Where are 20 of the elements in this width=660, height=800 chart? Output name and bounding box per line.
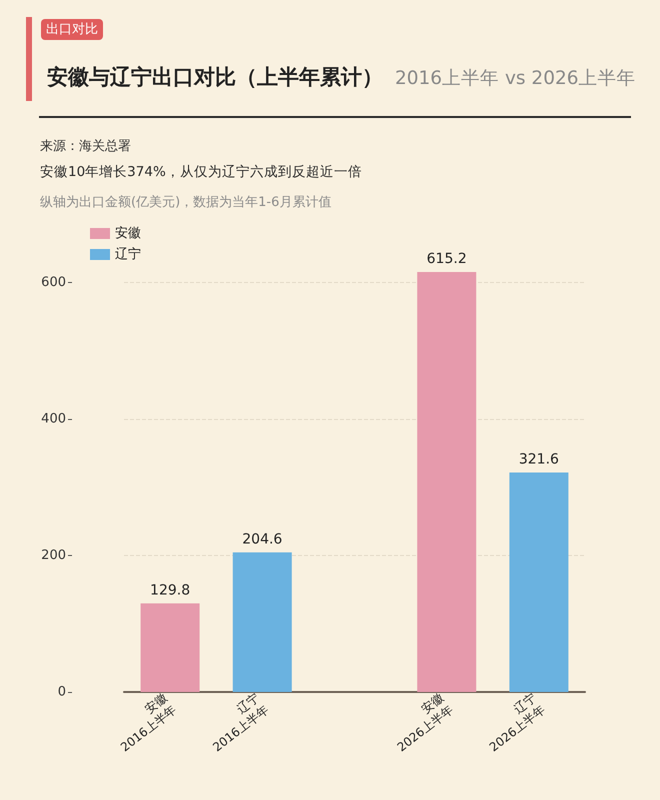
- chart-title: 安徽与辽宁出口对比（上半年累计）: [47, 64, 383, 91]
- bar: [232, 552, 292, 692]
- y-tick-label: 200: [41, 548, 66, 563]
- y-tick-label: 0: [58, 684, 66, 700]
- y-tick-label: 400: [41, 411, 66, 426]
- data-label: 321.6: [518, 451, 560, 468]
- text: 出口对比: [41, 19, 103, 40]
- legend-label: 辽宁: [115, 246, 141, 262]
- y-tick-label: 600: [41, 274, 66, 290]
- text: 安徽10年增长374%，从仅为辽宁六成到反超近一倍: [40, 163, 362, 181]
- data-label: 129.8: [150, 582, 190, 598]
- bar: [509, 472, 568, 692]
- text: 纵轴为出口金额(亿美元)，数据为当年1-6月累计值: [40, 194, 332, 211]
- source-note: 来源：海关总署: [40, 138, 131, 155]
- data-label: 615.2: [426, 251, 467, 267]
- legend-label: 安徽: [115, 225, 141, 241]
- bar: [140, 603, 200, 692]
- chart-subtitle: 2016上半年 vs 2026上半年: [395, 67, 636, 90]
- data-label: 204.6: [242, 531, 282, 548]
- bar: [417, 272, 476, 692]
